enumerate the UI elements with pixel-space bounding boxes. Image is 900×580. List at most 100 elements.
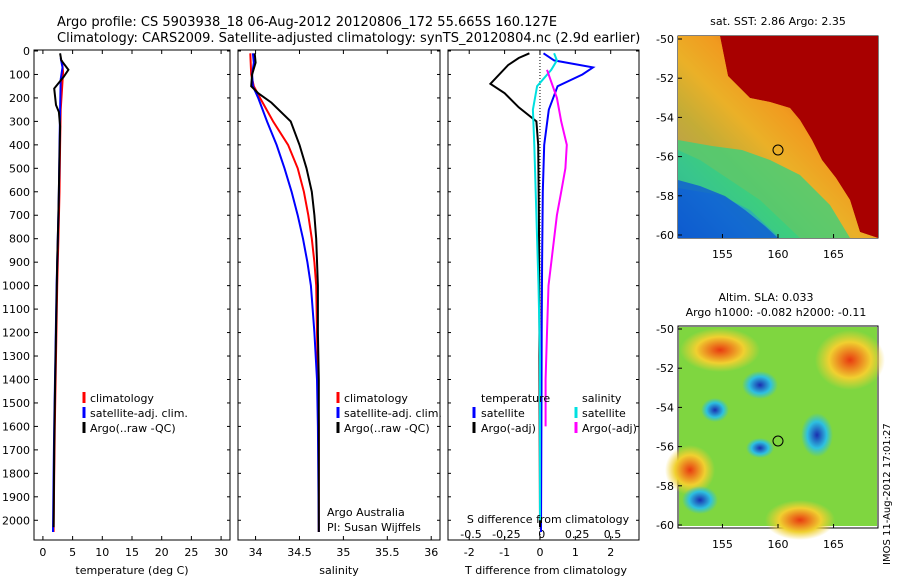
sla-low-anomaly: [742, 371, 778, 399]
sla-map-title-line1: Altim. SLA: 0.033: [718, 291, 813, 304]
sla-map-title-line2: Argo h1000: -0.082 h2000: -0.11: [686, 306, 867, 319]
map-y-tick-label: -50: [656, 323, 674, 336]
sla-low-anomaly: [746, 438, 774, 458]
temperature-plot: 0 5 10 15 20 25 300100200300400500600700800900…: [2, 45, 230, 559]
sla-low-anomaly: [801, 413, 833, 457]
y-tick-label: 1500: [2, 397, 30, 410]
x-tick-label: 20: [155, 546, 169, 559]
series-line: [540, 52, 596, 533]
temperature-legend: climatology satellite-adj. clim. Argo(..…: [82, 392, 188, 435]
difference-plot: -2 -1 0 1 2 -0.5 -0.25 0 0.25 0.5: [448, 50, 639, 559]
x-tick-label: 34: [249, 546, 263, 559]
legend-climatology-label: climatology: [344, 392, 408, 405]
top-tick-label: 0.5: [604, 528, 622, 541]
y-tick-label: 1600: [2, 420, 30, 433]
legend-argo-label: Argo(..raw -QC): [344, 422, 430, 435]
x-tick-label: 25: [184, 546, 198, 559]
x-tick-label: 36: [424, 546, 438, 559]
top-tick-label: -0.5: [460, 528, 481, 541]
sst-argo-marker: [772, 144, 784, 156]
legend-satellite-label: satellite-adj. clim.: [90, 407, 188, 420]
map-x-tick-label: 165: [823, 538, 844, 551]
y-tick-label: 600: [9, 186, 30, 199]
y-tick-label: 1200: [2, 327, 30, 340]
sla-low-anomaly: [682, 486, 718, 514]
sst-cold-region: [678, 180, 778, 238]
difference-legend: temperature salinity satellite Argo(-adj…: [472, 392, 637, 435]
x-tick-label: 35.5: [375, 546, 400, 559]
top-tick-label: 0.25: [565, 528, 590, 541]
salinity-plot: 34 34.5 35 35.5 36: [238, 50, 440, 559]
legend-t-argo-label: Argo(-adj): [481, 422, 536, 435]
sst-transition-band: [678, 36, 878, 238]
x-tick-label: -2: [464, 546, 475, 559]
x-tick-label: 5: [69, 546, 76, 559]
sst-map: 155 160 165 -50 -52 -54 -56 -58 -60: [656, 33, 879, 261]
y-tick-label: 1900: [2, 491, 30, 504]
x-tick-label: 1: [572, 546, 579, 559]
map-y-tick-label: -52: [656, 362, 674, 375]
legend-climatology-label: climatology: [90, 392, 154, 405]
series-line: [544, 69, 568, 427]
annotation-pi-name: PI: Susan Wijffels: [327, 521, 421, 534]
sla-high-anomaly: [765, 500, 835, 540]
sst-map-axes: 155 160 165 -50 -52 -54 -56 -58 -60: [656, 33, 844, 261]
footer-stamp: IMOS 11-Aug-2012 17:01:27: [882, 423, 893, 565]
series-line: [531, 52, 559, 521]
map-y-tick-label: -50: [656, 33, 674, 46]
x-tick-label: -1: [499, 546, 510, 559]
y-tick-label: 400: [9, 139, 30, 152]
x-tick-label: 35: [336, 546, 350, 559]
temperature-xlabel: temperature (deg C): [75, 564, 188, 577]
map-x-tick-label: 155: [712, 538, 733, 551]
sla-high-anomaly: [815, 330, 885, 390]
chart-title-line1: Argo profile: CS 5903938_18 06-Aug-2012 …: [57, 15, 557, 30]
map-y-tick-label: -54: [656, 111, 674, 124]
y-tick-label: 500: [9, 162, 30, 175]
difference-xlabel: T difference from climatology: [464, 564, 627, 577]
map-y-tick-label: -58: [656, 480, 674, 493]
x-tick-label: 30: [214, 546, 228, 559]
y-tick-label: 1800: [2, 467, 30, 480]
salinity-legend: climatology satellite-adj. clim. Argo(..…: [336, 392, 442, 435]
y-tick-label: 2000: [2, 514, 30, 527]
legend-argo-label: Argo(..raw -QC): [90, 422, 176, 435]
annotation-argo-australia: Argo Australia: [327, 506, 405, 519]
y-tick-label: 700: [9, 209, 30, 222]
map-y-tick-label: -56: [656, 151, 674, 164]
salinity-xlabel: salinity: [319, 564, 359, 577]
difference-panel: [447, 49, 640, 541]
y-tick-label: 900: [9, 256, 30, 269]
chart-title-line2: Climatology: CARS2009. Satellite-adjuste…: [57, 31, 640, 46]
top-tick-label: 0: [538, 528, 545, 541]
sla-low-anomaly: [701, 398, 729, 422]
sla-map-axes: 155 160 165 -50 -52 -54 -56 -58 -60: [656, 323, 844, 551]
y-tick-label: 1700: [2, 444, 30, 457]
x-tick-label: 34.5: [287, 546, 312, 559]
sla-map: 155 160 165 -50 -52 -54 -56 -58 -60: [656, 323, 885, 551]
x-tick-label: 15: [125, 546, 139, 559]
legend-salinity-head: salinity: [582, 392, 622, 405]
legend-t-satellite-label: satellite: [481, 407, 525, 420]
sst-green-band: [678, 140, 850, 238]
map-x-tick-label: 160: [768, 538, 789, 551]
legend-s-satellite-label: satellite: [582, 407, 626, 420]
map-y-tick-label: -54: [656, 401, 674, 414]
legend-s-argo-label: Argo(-adj): [582, 422, 637, 435]
sst-map-title: sat. SST: 2.86 Argo: 2.35: [710, 15, 846, 28]
x-tick-label: 0: [536, 546, 543, 559]
y-tick-label: 800: [9, 233, 30, 246]
temperature-panel: [33, 49, 231, 541]
y-tick-label: 300: [9, 115, 30, 128]
x-tick-label: 2: [607, 546, 614, 559]
series-line: [250, 53, 320, 532]
y-tick-label: 1400: [2, 373, 30, 386]
sst-warm-region: [720, 36, 878, 238]
difference-top-label: S difference from climatology: [467, 513, 630, 526]
series-line: [52, 53, 70, 528]
y-tick-label: 1300: [2, 350, 30, 363]
y-tick-label: 200: [9, 92, 30, 105]
legend-satellite-label: satellite-adj. clim.: [344, 407, 442, 420]
map-y-tick-label: -58: [656, 190, 674, 203]
